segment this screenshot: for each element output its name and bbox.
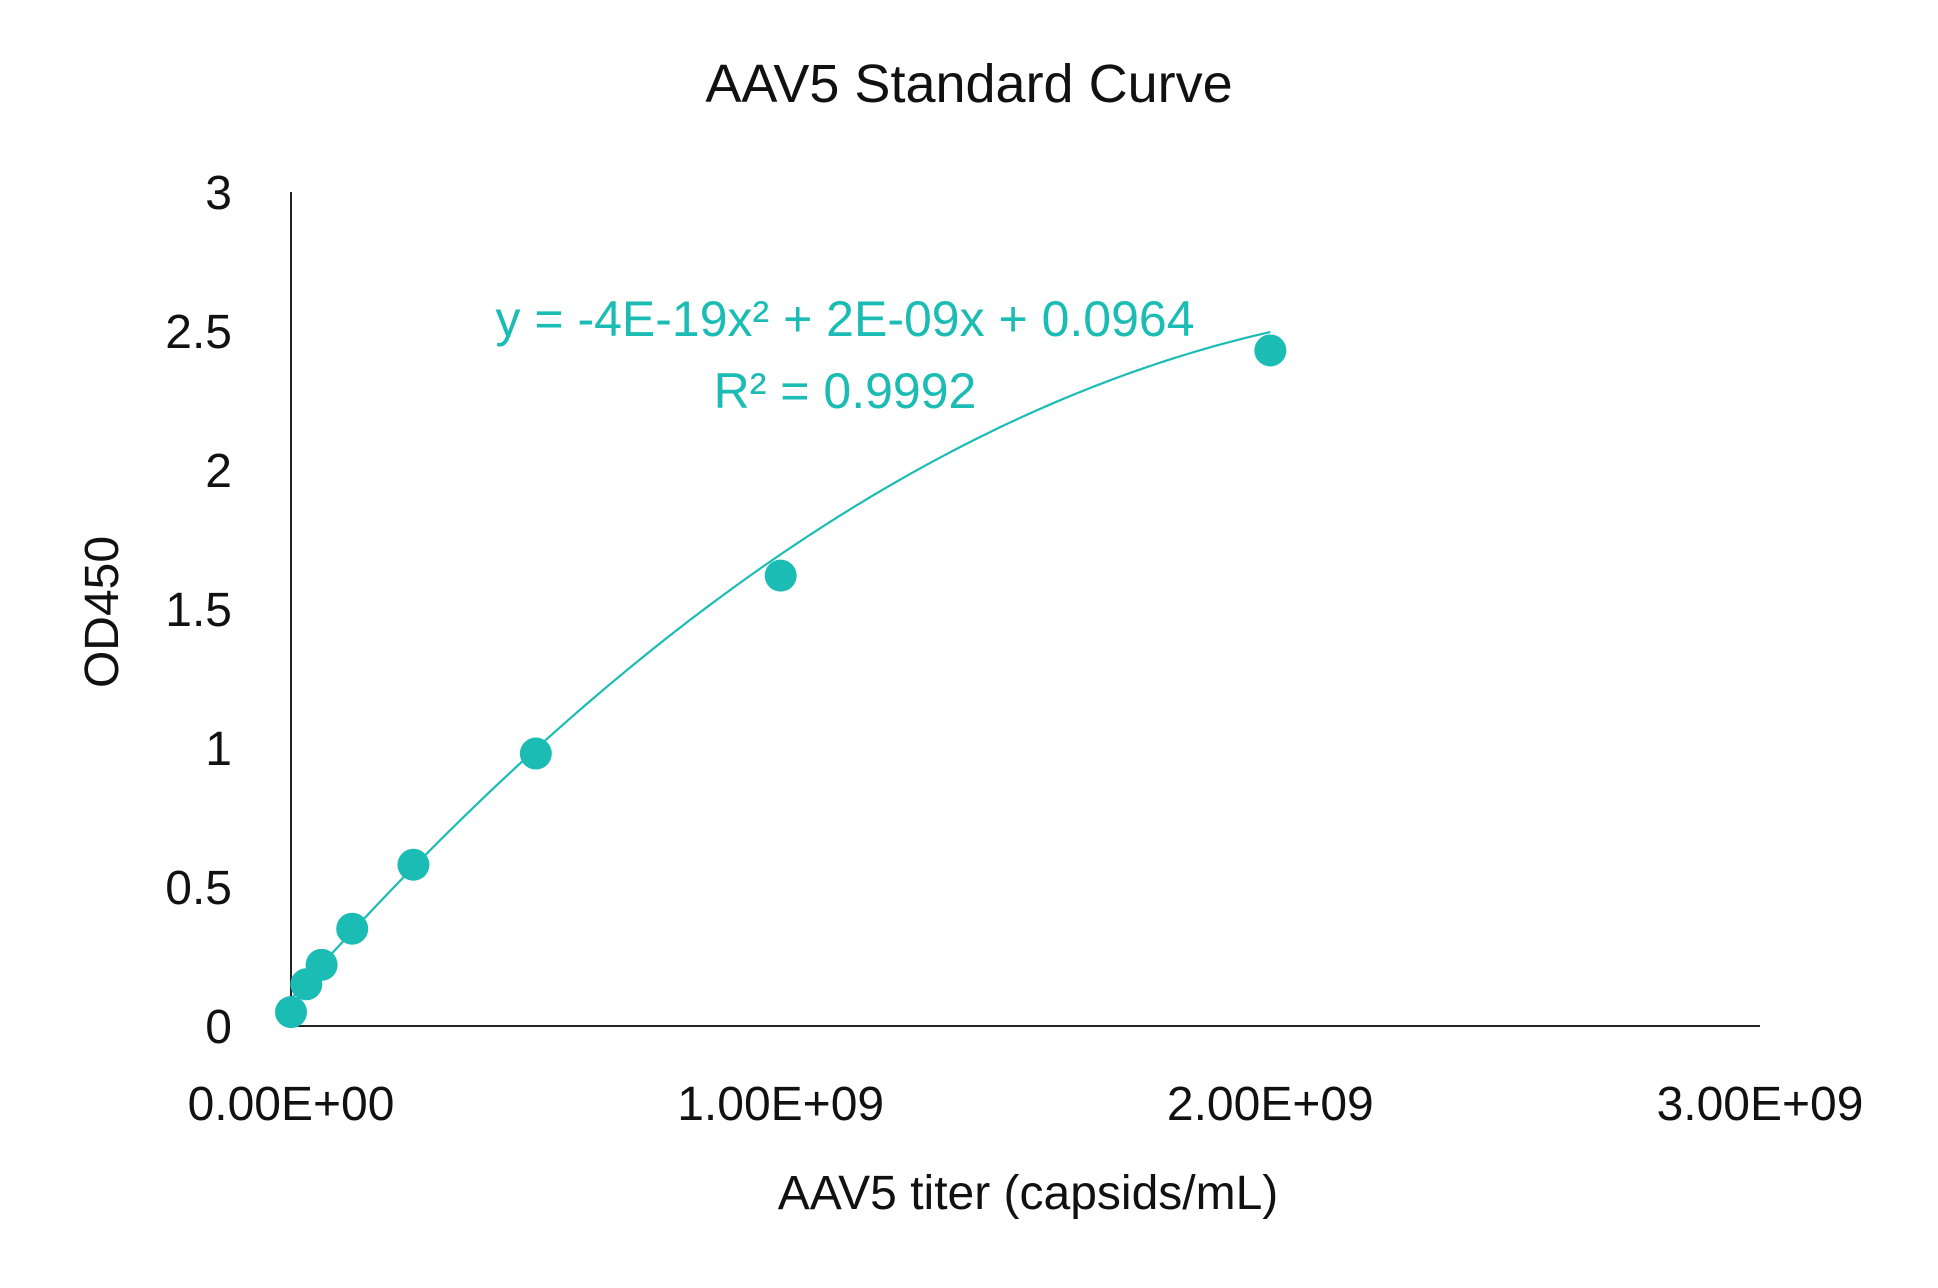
trendline — [290, 330, 1271, 1000]
data-point — [275, 996, 307, 1029]
chart-title: AAV5 Standard Curve — [705, 54, 1232, 114]
tick-labels: 0 0.5 1 1.5 2 2.5 3 0.00E+00 1.00E+09 2.00E+09 3.0… — [165, 167, 1863, 1131]
data-point — [305, 948, 338, 981]
y-tick-label: 1.5 — [165, 584, 232, 637]
data-point — [1254, 334, 1287, 367]
data-point — [336, 912, 369, 945]
trendline-equation: y = -4E-19x² + 2E-09x + 0.0964 — [495, 291, 1194, 347]
axes — [290, 192, 1760, 1027]
y-tick-label: 0 — [205, 1001, 232, 1054]
data-point — [764, 559, 797, 592]
y-tick-label: 3 — [205, 167, 232, 220]
x-tick-label: 0.00E+00 — [188, 1078, 395, 1131]
data-points — [275, 334, 1287, 1029]
trendline-layer — [290, 330, 1271, 1000]
y-tick-label: 2.5 — [165, 306, 232, 359]
trendline-r-squared: R² = 0.9992 — [714, 363, 977, 419]
x-tick-label: 2.00E+09 — [1167, 1078, 1374, 1131]
data-point — [397, 848, 430, 881]
x-tick-label: 1.00E+09 — [677, 1078, 884, 1131]
y-tick-label: 0.5 — [165, 862, 232, 915]
y-tick-label: 2 — [205, 445, 232, 498]
x-tick-label: 3.00E+09 — [1657, 1078, 1864, 1131]
data-point — [519, 737, 552, 770]
y-tick-label: 1 — [205, 723, 232, 776]
x-axis-title: AAV5 titer (capsids/mL) — [778, 1167, 1279, 1220]
y-axis-title: OD450 — [76, 536, 129, 688]
